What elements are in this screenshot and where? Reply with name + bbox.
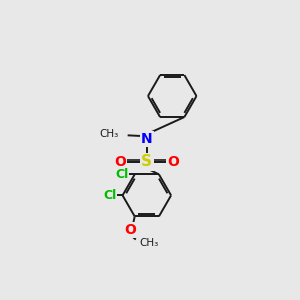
Text: CH₃: CH₃ xyxy=(100,129,119,139)
Text: O: O xyxy=(114,155,126,169)
Text: S: S xyxy=(141,154,152,169)
Text: Cl: Cl xyxy=(116,168,129,181)
Text: O: O xyxy=(124,223,136,237)
Text: N: N xyxy=(141,132,153,146)
Text: CH₃: CH₃ xyxy=(139,238,159,248)
Text: Cl: Cl xyxy=(103,189,116,202)
Text: O: O xyxy=(167,155,179,169)
